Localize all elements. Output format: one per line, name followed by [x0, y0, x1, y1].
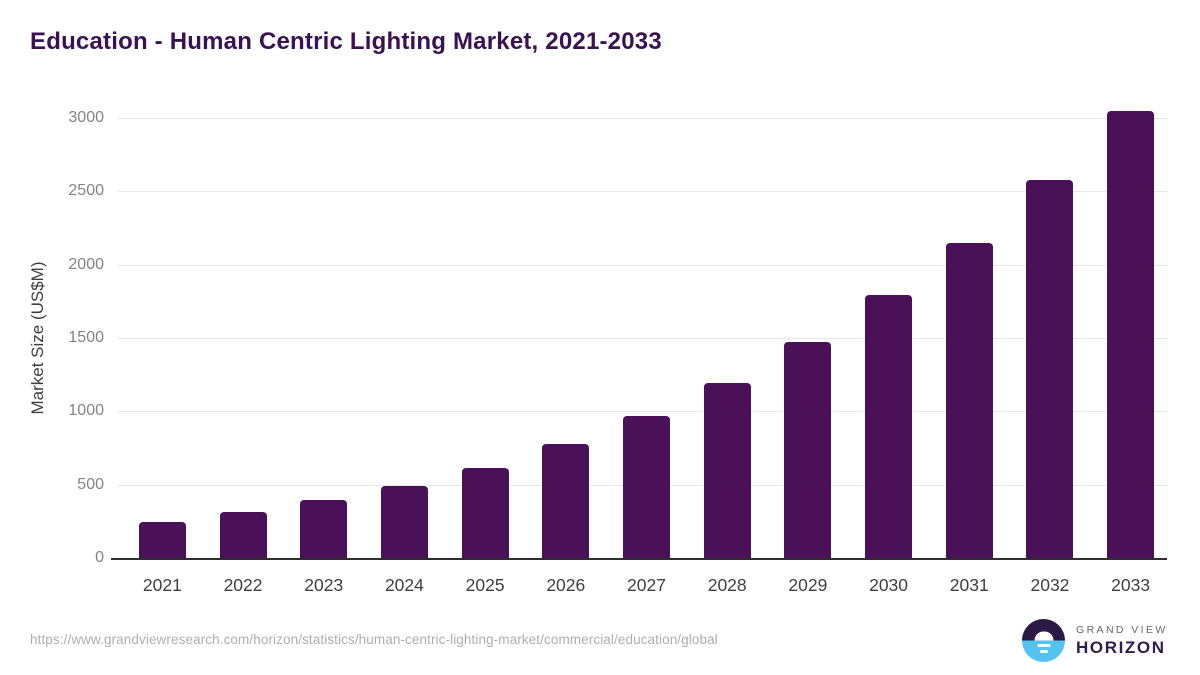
gridline-3000: [118, 118, 1167, 119]
x-tick-label-2030: 2030: [869, 575, 909, 595]
y-axis-title: Market Size (US$M): [28, 261, 47, 415]
sun-shape: [1034, 631, 1053, 641]
bar-2024: [380, 485, 428, 558]
bar-2027: [623, 416, 670, 558]
x-tick-label-2028: 2028: [707, 575, 747, 595]
y-tick-label-1500: 1500: [68, 329, 104, 346]
x-tick-label-2025: 2025: [465, 575, 505, 595]
y-tick-label-2000: 2000: [68, 255, 104, 273]
grand-view-horizon-logo: GRAND VIEW HORIZON: [1022, 619, 1168, 662]
x-tick-label-2027: 2027: [627, 575, 666, 595]
x-tick-label-2026: 2026: [546, 575, 586, 595]
gridline-2500: [118, 191, 1167, 193]
horizon-sunset-icon: [1022, 619, 1065, 662]
x-tick-label-2032: 2032: [1030, 575, 1070, 595]
bar-2022: [219, 512, 267, 558]
x-tick-label-2023: 2023: [304, 575, 344, 595]
bar-2030: [865, 295, 913, 558]
bar-2023: [300, 500, 348, 558]
bar-2028: [703, 382, 751, 558]
y-tick-label-1000: 1000: [68, 402, 104, 420]
y-tick-label-3000: 3000: [68, 109, 104, 126]
y-tick-label-500: 500: [77, 475, 104, 493]
x-tick-label-2024: 2024: [384, 575, 424, 595]
bar-2021: [138, 522, 186, 558]
gridline-1500: [118, 338, 1167, 339]
source-url: https://www.grandviewresearch.com/horizo…: [30, 632, 718, 647]
y-tick-label-2500: 2500: [68, 182, 104, 200]
x-axis-line: [111, 558, 1167, 560]
gridline-2000: [118, 264, 1167, 266]
bar-2029: [784, 342, 832, 558]
logo-text: GRAND VIEW HORIZON: [1076, 624, 1168, 658]
x-tick-label-2029: 2029: [788, 575, 828, 595]
x-tick-label-2022: 2022: [223, 575, 263, 595]
bar-2026: [542, 443, 590, 558]
bar-2025: [461, 467, 509, 558]
x-tick-label-2021: 2021: [142, 575, 182, 595]
bar-2032: [1026, 180, 1074, 558]
bar-2031: [945, 242, 993, 558]
chart-title: Education - Human Centric Lighting Marke…: [30, 28, 662, 55]
logo-product-name: HORIZON: [1076, 637, 1166, 657]
wave-line: [1039, 649, 1048, 653]
wave-line: [1037, 644, 1050, 647]
y-tick-label-0: 0: [95, 549, 104, 566]
plot-area: 0 500 1000 1500 2000 2500 3000 2021 2022 2023 2024…: [68, 109, 1167, 595]
x-tick-label-2033: 2033: [1111, 575, 1151, 595]
gridline-1000: [118, 411, 1167, 413]
bar-2033: [1107, 111, 1155, 558]
logo-brand-name: GRAND VIEW: [1076, 623, 1168, 636]
x-tick-label-2031: 2031: [949, 575, 989, 595]
